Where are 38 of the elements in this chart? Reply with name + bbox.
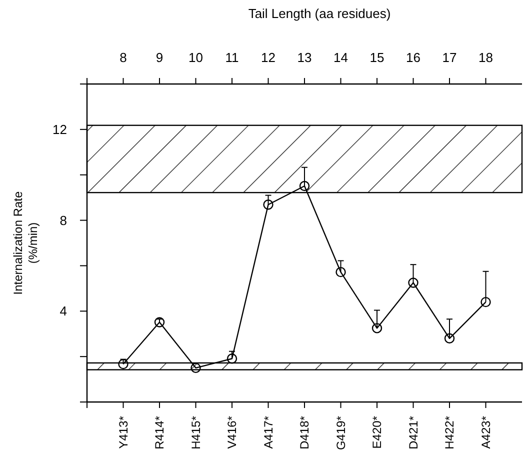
x-tick-label: A417*: [261, 416, 276, 449]
point: [372, 323, 382, 334]
x2-tick-label: 15: [370, 50, 384, 65]
x-tick-label: Y413*: [116, 416, 130, 449]
x-tick-label: R414*: [152, 416, 166, 450]
point: [444, 333, 455, 344]
point: [154, 317, 165, 328]
point: [190, 362, 201, 374]
x-tick-label: E420*: [370, 416, 384, 449]
point: [263, 200, 274, 210]
point: [336, 266, 346, 278]
x-tick-label: V416*: [225, 416, 239, 449]
x2-tick-label: 8: [120, 50, 127, 65]
x2-tick-label: 10: [188, 50, 203, 65]
x2-tick-label: 18: [478, 50, 493, 65]
point: [226, 354, 238, 364]
x-tick-label: H422*: [442, 416, 456, 450]
point: [299, 180, 310, 192]
x-tick-label: G419*: [334, 416, 348, 450]
y-tick-label: 8: [60, 212, 67, 228]
x-tick-label: A423*: [478, 416, 493, 449]
point: [408, 278, 418, 288]
x2-tick-label: 9: [156, 50, 164, 65]
x2-tick-label: 12: [261, 50, 276, 65]
x-tick-label: D418*: [298, 416, 312, 450]
x2-tick-label: 14: [334, 50, 348, 65]
x2-tick-label: 17: [442, 50, 457, 65]
y-tick-label: 12: [52, 122, 67, 137]
x-tick-label: D421*: [406, 416, 420, 450]
x2-tick-label: 13: [297, 50, 312, 65]
point: [118, 358, 128, 370]
x2-tick-label: 16: [406, 50, 420, 65]
y-tick-label: 4: [60, 304, 67, 319]
x-tick-label: H415*: [188, 416, 203, 450]
x2-tick-label: 11: [225, 50, 239, 65]
x2-axis-title: Tail Length (aa residues): [248, 6, 391, 21]
point: [480, 296, 491, 308]
y-axis-title: Internalization Rate (%/min): [11, 190, 40, 295]
